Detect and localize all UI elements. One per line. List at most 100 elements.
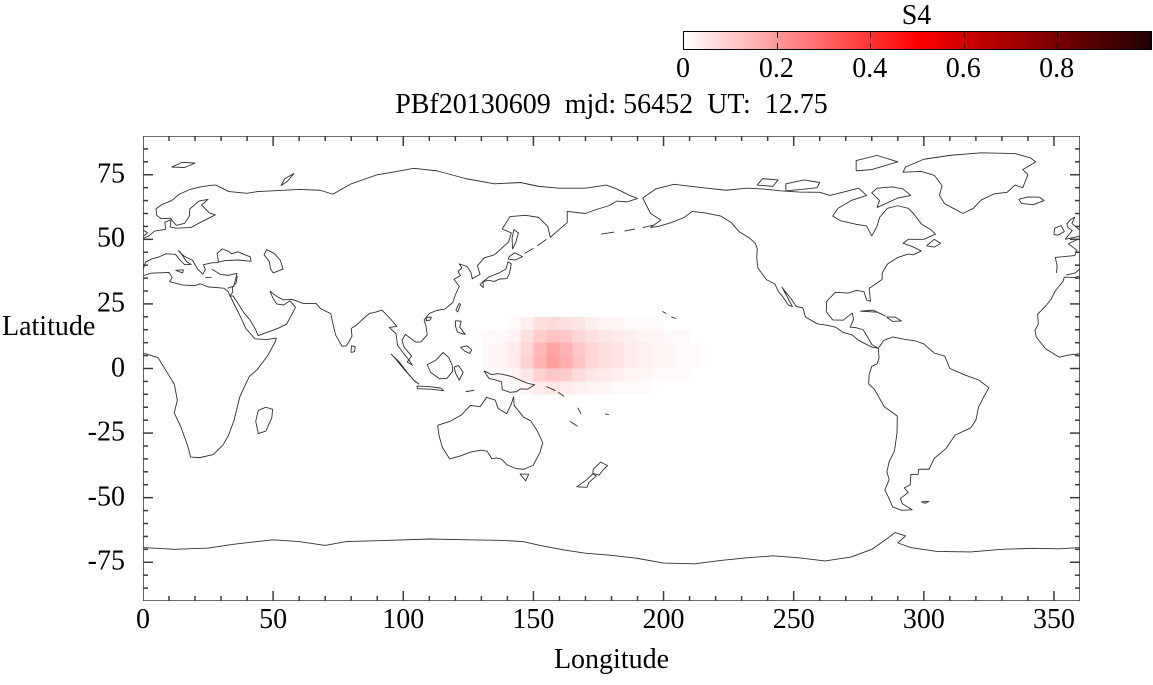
coastline-hawaii-2 bbox=[671, 317, 676, 319]
coastline-north-america bbox=[643, 184, 936, 348]
heat-cell bbox=[676, 329, 690, 343]
y-tick-label: 50 bbox=[97, 222, 125, 254]
coastline-great-britain bbox=[1065, 217, 1080, 239]
coastline-vanuatu bbox=[578, 408, 581, 414]
heat-cell bbox=[572, 368, 586, 382]
coastline-falklands bbox=[921, 501, 929, 503]
coastline-sicily bbox=[176, 270, 184, 273]
colorbar-tick bbox=[776, 32, 778, 38]
coastline-hispaniola bbox=[887, 317, 902, 321]
heat-cell bbox=[611, 381, 625, 395]
heat-cell bbox=[637, 355, 651, 369]
heat-cell bbox=[559, 316, 573, 330]
heat-cell bbox=[611, 316, 625, 330]
heat-cell bbox=[520, 329, 534, 343]
colorbar-title: S4 bbox=[901, 0, 932, 31]
heat-cell bbox=[585, 381, 599, 395]
coastline-japan-hokkaido bbox=[508, 253, 522, 260]
heat-cell bbox=[546, 329, 560, 343]
coastline-novaya-zemlya bbox=[281, 173, 294, 185]
coastline-mediterranean-north bbox=[1066, 251, 1080, 275]
colorbar-tick-label: 0.4 bbox=[852, 53, 888, 84]
colorbar-tick bbox=[1057, 32, 1059, 38]
coastline-sulawesi bbox=[454, 365, 463, 380]
x-tick-label: 50 bbox=[259, 604, 288, 635]
y-tick-label: 0 bbox=[111, 351, 125, 383]
coastline-madagascar bbox=[256, 407, 273, 433]
colorbar-tick bbox=[963, 43, 965, 49]
heat-cell bbox=[585, 368, 599, 382]
coastline-south-america bbox=[869, 337, 989, 510]
coastline-iceland bbox=[1019, 197, 1044, 205]
heat-cell bbox=[689, 342, 703, 356]
heat-cell bbox=[624, 342, 638, 356]
coastline-kurils-2 bbox=[537, 239, 546, 245]
heat-cell bbox=[507, 316, 521, 330]
y-tick-label: 25 bbox=[97, 287, 125, 319]
heat-cell bbox=[494, 355, 508, 369]
coastline-java bbox=[417, 386, 444, 391]
heat-cell bbox=[624, 368, 638, 382]
colorbar-tick bbox=[870, 43, 872, 49]
heat-cell bbox=[650, 355, 664, 369]
heat-cell bbox=[611, 342, 625, 356]
coastline-ireland bbox=[1054, 226, 1064, 236]
coastline-solomons-2 bbox=[558, 392, 564, 396]
coastline-newfoundland bbox=[926, 239, 940, 247]
coastline-asia-main bbox=[216, 168, 638, 365]
coastline-victoria-island bbox=[786, 180, 820, 191]
heat-cell bbox=[533, 381, 547, 395]
heat-cell bbox=[494, 329, 508, 343]
heat-cell bbox=[650, 329, 664, 343]
x-tick-label: 100 bbox=[382, 604, 425, 635]
coastline-borneo bbox=[427, 352, 453, 378]
colorbar-tick-label: 0.2 bbox=[758, 53, 794, 84]
coastline-sumatra bbox=[391, 354, 419, 384]
heat-cell bbox=[559, 329, 573, 343]
heat-cell bbox=[598, 355, 612, 369]
coastline-aleutians-1 bbox=[601, 232, 614, 234]
heat-cell bbox=[520, 368, 534, 382]
heat-cell bbox=[598, 381, 612, 395]
y-tick-label: 75 bbox=[97, 158, 125, 190]
heat-cell bbox=[481, 355, 495, 369]
heat-cell bbox=[611, 329, 625, 343]
coastline-australia bbox=[438, 397, 543, 470]
coastline-africa bbox=[143, 272, 276, 457]
coastline-kurils-1 bbox=[524, 248, 533, 253]
heat-cell bbox=[533, 342, 547, 356]
coastline-japan-honshu bbox=[480, 262, 511, 288]
coastline-cuba bbox=[860, 310, 885, 316]
heat-cell bbox=[663, 329, 677, 343]
coastline-tasmania bbox=[520, 474, 529, 481]
heat-cell bbox=[572, 329, 586, 343]
axis-ticks bbox=[143, 136, 1080, 601]
coastline-sakhalin bbox=[512, 230, 518, 250]
coastline-europe-atlantic-baltic-scandinavia bbox=[143, 185, 216, 273]
coastline-hawaii-1 bbox=[662, 311, 666, 313]
heat-cell bbox=[481, 329, 495, 343]
heat-cell bbox=[494, 368, 508, 382]
heat-cell bbox=[533, 355, 547, 369]
heat-cell bbox=[637, 316, 651, 330]
coastline-svalbard bbox=[172, 162, 195, 167]
coastline-aleutians-2 bbox=[625, 229, 635, 231]
heat-cell bbox=[676, 355, 690, 369]
x-tick-label: 150 bbox=[512, 604, 555, 635]
heat-cell bbox=[520, 316, 534, 330]
coastline-aleutians-3 bbox=[643, 225, 653, 228]
y-axis-title: Latitude bbox=[2, 311, 96, 342]
heat-cell bbox=[559, 355, 573, 369]
coastline-sri-lanka bbox=[351, 346, 355, 353]
heat-cell bbox=[585, 316, 599, 330]
colorbar-tick bbox=[870, 32, 872, 38]
y-tick-label: -75 bbox=[87, 545, 125, 577]
heat-cell bbox=[572, 355, 586, 369]
colorbar-tick bbox=[963, 32, 965, 38]
x-axis-tick-labels: 0 50 100 150 200 250 300 350 bbox=[136, 604, 1080, 638]
heat-cell bbox=[689, 355, 703, 369]
coastline-black-sea bbox=[217, 249, 251, 262]
world-map-svg bbox=[143, 136, 1080, 601]
colorbar bbox=[683, 31, 1152, 50]
